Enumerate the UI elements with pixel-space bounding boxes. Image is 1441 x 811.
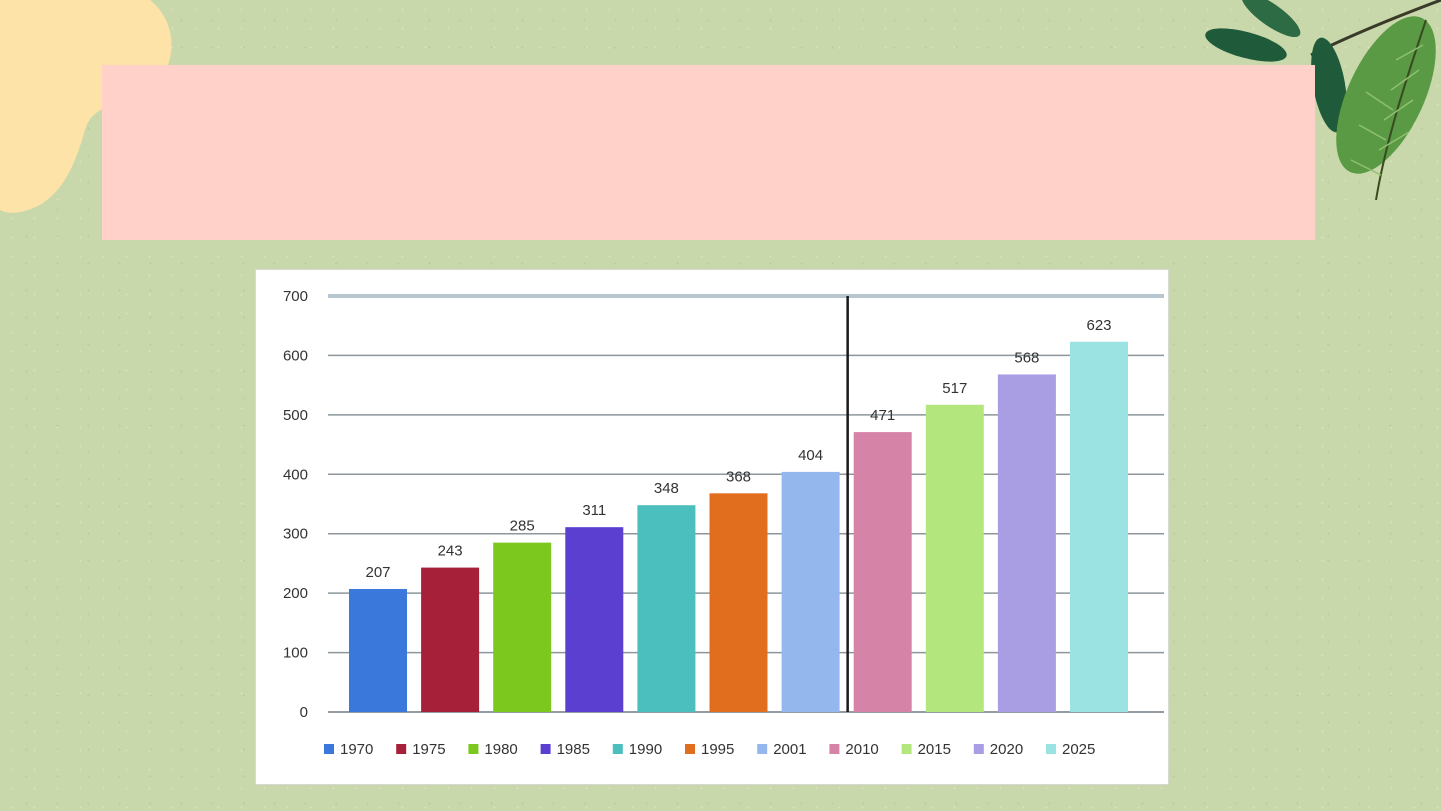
data-label: 471: [870, 407, 895, 424]
data-label: 404: [798, 447, 823, 464]
data-label: 568: [1014, 349, 1039, 366]
bar-1985: [565, 527, 624, 712]
legend-swatch: [396, 744, 407, 754]
y-tick-label: 600: [283, 347, 308, 364]
bar-1980: [493, 542, 552, 712]
data-label: 517: [942, 380, 967, 397]
title-banner: [102, 65, 1315, 240]
data-label: 311: [582, 502, 606, 519]
bar-1990: [637, 505, 696, 712]
chart-frame: 0 100 200 300 400 500 600 700 207 243 285 311 348 368…: [256, 270, 1168, 784]
legend-swatch: [468, 744, 479, 754]
legend-label: 1975: [412, 741, 445, 758]
legend-swatch: [1046, 744, 1056, 754]
legend-label: 2020: [990, 741, 1023, 758]
bar-chart: 0 100 200 300 400 500 600 700 207 243 285 311 348 368…: [283, 288, 1164, 758]
data-label: 348: [654, 480, 679, 497]
legend-label: 1995: [701, 741, 734, 758]
leaf-icon: [1205, 0, 1441, 201]
legend-label: 2010: [845, 741, 878, 758]
legend-label: 1990: [629, 741, 662, 758]
legend-swatch: [612, 744, 623, 754]
legend-label: 2015: [918, 741, 951, 758]
bar-2015: [925, 404, 984, 712]
bar-1995: [709, 493, 768, 712]
blob-shape: [0, 0, 172, 213]
bar-2020: [997, 374, 1056, 712]
legend-swatch: [829, 744, 840, 754]
legend-label: 2025: [1062, 741, 1095, 758]
data-label: 207: [365, 564, 390, 581]
bar-2010: [853, 432, 912, 712]
legend-label: 1970: [340, 741, 373, 758]
y-tick-label: 300: [283, 526, 308, 543]
bar-1975: [421, 567, 480, 712]
legend-swatch: [901, 744, 912, 754]
data-label: 623: [1086, 317, 1111, 334]
bar-2025: [1070, 341, 1128, 712]
legend-swatch: [540, 744, 551, 754]
y-tick-label: 700: [283, 288, 308, 305]
legend-label: 2001: [773, 741, 806, 758]
bar-2001: [781, 471, 840, 712]
legend-swatch: [973, 744, 984, 754]
legend-swatch: [685, 744, 695, 754]
y-tick-label: 400: [283, 466, 308, 483]
y-tick-label: 500: [283, 407, 308, 424]
data-label: 368: [726, 468, 751, 485]
y-tick-label: 100: [283, 645, 308, 662]
y-tick-label: 200: [283, 585, 308, 602]
bar-1970: [349, 588, 407, 712]
data-label: 285: [510, 518, 535, 535]
data-label: 243: [438, 543, 463, 560]
y-tick-label: 0: [300, 704, 308, 721]
legend-label: 1985: [557, 741, 590, 758]
legend-label: 1980: [484, 741, 517, 758]
legend-swatch: [757, 744, 768, 754]
legend-swatch: [324, 744, 334, 754]
